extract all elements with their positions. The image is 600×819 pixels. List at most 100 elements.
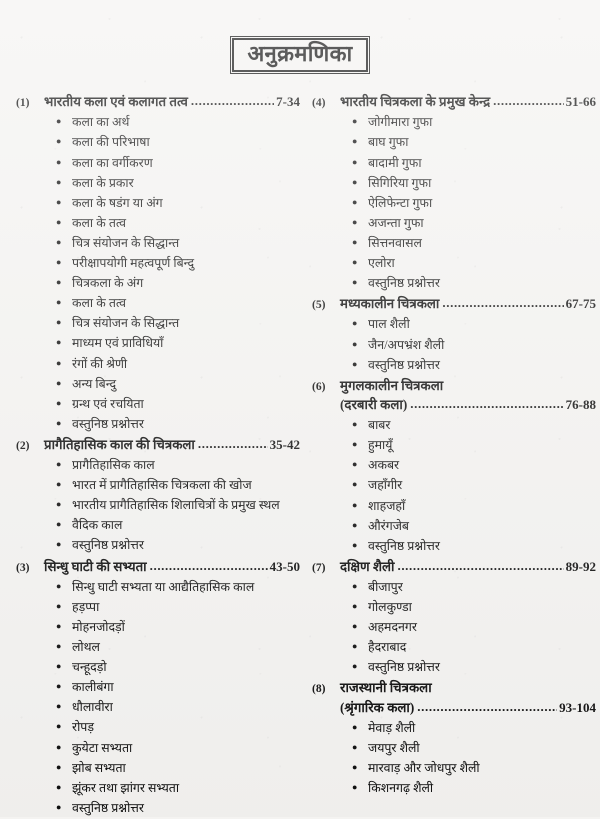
list-item[interactable]: ● अन्य बिन्दु [14,374,300,394]
list-item[interactable]: ● वस्तुनिष्ठ प्रश्नोत्तर [14,798,300,818]
list-item-label: जहाँगीर [368,478,403,493]
list-item[interactable]: ● कला का अर्थ [14,112,300,132]
list-item[interactable]: ● जोगीमारा गुफा [310,112,596,132]
bullet-icon: ● [56,459,62,470]
toc-section-heading[interactable]: (4) भारतीय चित्रकला के प्रमुख केन्द्र....… [310,92,596,112]
bullet-icon: ● [56,417,62,428]
toc-section-title-area: प्रागैतिहासिक काल की चित्रकला...........… [44,435,300,455]
list-item[interactable]: ● पाल शैली [310,314,596,334]
toc-section: (4) भारतीय चित्रकला के प्रमुख केन्द्र....… [310,92,596,293]
list-item[interactable]: ● गोलकुण्डा [310,597,596,617]
list-item[interactable]: ● प्रागैतिहासिक काल [14,455,300,475]
list-item[interactable]: ● वैदिक काल [14,515,300,535]
list-item[interactable]: ● बाघ गुफा [310,132,596,152]
list-item-label: बाबर [368,418,391,433]
list-item[interactable]: ● वस्तुनिष्ठ प्रश्नोत्तर [310,536,596,556]
toc-section-heading[interactable]: (2) प्रागैतिहासिक काल की चित्रकला........… [14,435,300,455]
list-item[interactable]: ● भारत में प्रागैतिहासिक चित्रकला की खोज [14,475,300,495]
list-item[interactable]: ● शाहजहाँ [310,496,596,516]
toc-page-range: 76-88 [565,396,596,412]
list-item[interactable]: ● सित्तनवासल [310,233,596,253]
list-item[interactable]: ● रोपड़ [14,717,300,737]
bullet-icon: ● [352,318,358,329]
list-item[interactable]: ● कला के प्रकार [14,173,300,193]
list-item-label: शाहजहाँ [368,498,406,513]
list-item[interactable]: ● कालीबंगा [14,677,300,697]
list-item[interactable]: ● चित्रकला के अंग [14,273,300,293]
list-item[interactable]: ● मोहनजोदड़ों [14,617,300,637]
toc-section-heading[interactable]: (1) भारतीय कला एवं कलागत तत्व............… [14,92,300,112]
list-item[interactable]: ● वस्तुनिष्ठ प्रश्नोत्तर [310,355,596,375]
list-item-label: चन्हूदड़ो [72,660,107,675]
list-item[interactable]: ● अजन्ता गुफा [310,213,596,233]
list-item[interactable]: ● लोथल [14,637,300,657]
bullet-icon: ● [352,196,358,207]
list-item[interactable]: ● एलोरा [310,253,596,273]
toc-leader-dots: ........................................… [197,435,268,451]
list-item[interactable]: ● कुयेटा सभ्यता [14,738,300,758]
bullet-icon: ● [352,439,358,450]
toc-section-heading[interactable]: (6) मुगलकालीन चित्रकला [310,376,596,396]
bullet-icon: ● [56,257,62,268]
toc-item-list: ● बीजापुर ● गोलकुण्डा ● अहमदनगर ● हैदराबाद ● वस्त… [310,577,596,677]
list-item[interactable]: ● कला के तत्व [14,213,300,233]
bullet-icon: ● [56,600,62,611]
list-item-label: सित्तनवासल [368,235,422,250]
list-item[interactable]: ● परीक्षापयोगी महत्वपूर्ण बिन्दु [14,253,300,273]
list-item[interactable]: ● कला का वर्गीकरण [14,153,300,173]
list-item[interactable]: ● रंगों की श्रेणी [14,354,300,374]
list-item[interactable]: ● वस्तुनिष्ठ प्रश्नोत्तर [14,414,300,434]
list-item[interactable]: ● झोब सभ्यता [14,758,300,778]
list-item[interactable]: ● अहमदनगर [310,617,596,637]
bullet-icon: ● [352,136,358,147]
list-item[interactable]: ● हैदराबाद [310,637,596,657]
toc-page-range: 7-34 [276,94,300,110]
list-item[interactable]: ● चित्र संयोजन के सिद्धान्त [14,313,300,333]
list-item[interactable]: ● अकबर [310,455,596,475]
list-item[interactable]: ● वस्तुनिष्ठ प्रश्नोत्तर [310,273,596,293]
toc-section-heading[interactable]: (5) मध्यकालीन चित्रकला...................… [310,294,596,314]
list-item[interactable]: ● मेवाड़ शैली [310,718,596,738]
list-item[interactable]: ● ग्रन्थ एवं रचयिता [14,394,300,414]
list-item[interactable]: ● मारवाड़ और जोधपुर शैली [310,758,596,778]
bullet-icon: ● [352,519,358,530]
list-item[interactable]: ● हड़प्पा [14,597,300,617]
toc-section-heading[interactable]: (7) दक्षिण शैली..........................… [310,557,596,577]
list-item[interactable]: ● धौलावीरा [14,697,300,717]
list-item[interactable]: ● झूंकर तथा झांगर सभ्यता [14,778,300,798]
list-item[interactable]: ● औरंगजेब [310,516,596,536]
list-item[interactable]: ● कला की परिभाषा [14,132,300,152]
list-item[interactable]: ● भारतीय प्रागैतिहासिक शिलाचित्रों के प्र… [14,495,300,515]
bullet-icon: ● [352,116,358,127]
toc-section-heading-line2[interactable]: (8)(श्रृंगारिक कला).....................… [310,698,596,718]
list-item[interactable]: ● वस्तुनिष्ठ प्रश्नोत्तर [310,657,596,677]
list-item[interactable]: ● कला के षडंग या अंग [14,193,300,213]
list-item-label: अन्य बिन्दु [72,376,117,391]
list-item[interactable]: ● सिगिरिया गुफा [310,173,596,193]
list-item[interactable]: ● वस्तुनिष्ठ प्रश्नोत्तर [14,535,300,555]
list-item[interactable]: ● बादामी गुफा [310,153,596,173]
bullet-icon: ● [56,337,62,348]
toc-section-title-area: भारतीय कला एवं कलागत तत्व...............… [44,92,300,112]
list-item[interactable]: ● जयपुर शैली [310,738,596,758]
toc-section-heading-line2[interactable]: (6)(दरबारी कला).........................… [310,395,596,415]
toc-section: (2) प्रागैतिहासिक काल की चित्रकला........… [14,435,300,556]
list-item[interactable]: ● जैन/अपभ्रंश शैली [310,335,596,355]
list-item-label: मोहनजोदड़ों [72,619,125,634]
list-item[interactable]: ● बीजापुर [310,577,596,597]
toc-section: (5) मध्यकालीन चित्रकला...................… [310,294,596,374]
toc-section-heading[interactable]: (8) राजस्थानी चित्रकला [310,678,596,698]
list-item[interactable]: ● चन्हूदड़ो [14,657,300,677]
toc-section-heading[interactable]: (3) सिन्धु घाटी की सभ्यता................… [14,557,300,577]
list-item[interactable]: ● ऐलिफेन्टा गुफा [310,193,596,213]
list-item[interactable]: ● माध्यम एवं प्राविधियाँ [14,333,300,353]
list-item-label: भारत में प्रागैतिहासिक चित्रकला की खोज [72,478,252,493]
list-item[interactable]: ● हुमायूँ [310,435,596,455]
bullet-icon: ● [56,620,62,631]
list-item[interactable]: ● जहाँगीर [310,475,596,495]
list-item[interactable]: ● बाबर [310,415,596,435]
list-item[interactable]: ● चित्र संयोजन के सिद्धान्त [14,233,300,253]
list-item[interactable]: ● सिन्धु घाटी सभ्यता या आद्यैतिहासिक काल [14,577,300,597]
list-item[interactable]: ● किशनगढ़ शैली [310,778,596,798]
list-item[interactable]: ● कला के तत्व [14,293,300,313]
